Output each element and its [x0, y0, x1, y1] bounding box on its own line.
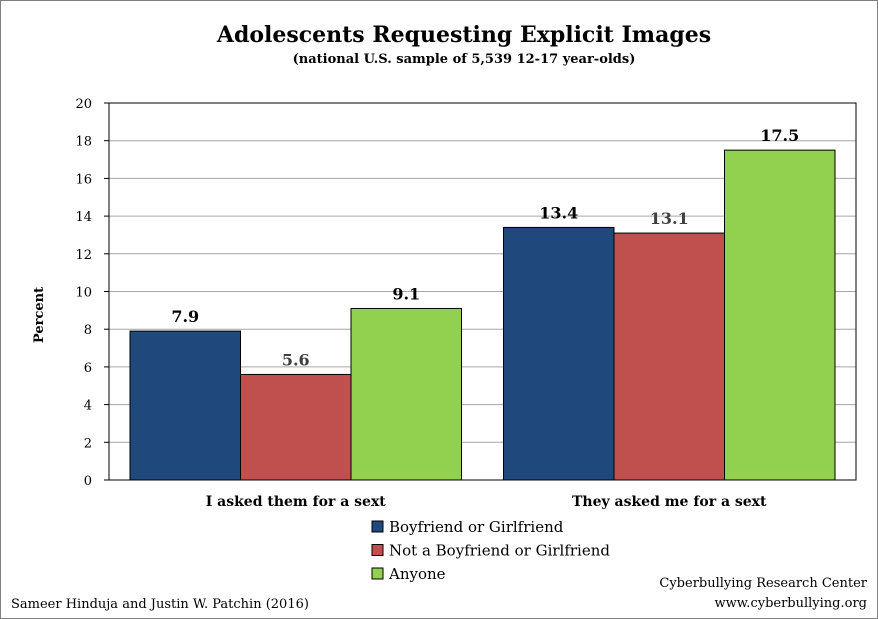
- y-tick-label: 12: [75, 248, 92, 263]
- y-tick-label: 8: [84, 323, 92, 338]
- bar: [240, 373, 352, 481]
- y-tick-label: 4: [84, 399, 92, 414]
- bar: [350, 307, 462, 481]
- chart-subtitle: (national U.S. sample of 5,539 12-17 yea…: [293, 52, 636, 67]
- category-labels: I asked them for a sext They asked me for…: [206, 494, 767, 510]
- y-tick-label: 0: [84, 474, 92, 489]
- y-tick-labels: 0 2 4 6 8 10 12 14 16 18 20: [75, 97, 92, 489]
- y-tick-label: 18: [75, 135, 92, 150]
- bar: [503, 226, 615, 481]
- footer-credit: Sameer Hinduja and Justin W. Patchin (20…: [11, 597, 309, 612]
- bar: [129, 330, 241, 481]
- y-axis-label: Percent: [32, 287, 47, 343]
- data-label: 13.1: [650, 209, 689, 228]
- data-label: 13.4: [539, 203, 578, 222]
- category-label: I asked them for a sext: [206, 494, 387, 510]
- bars: [129, 149, 836, 481]
- footer-org: Cyberbullying Research Center: [659, 576, 867, 591]
- y-tick-label: 6: [84, 361, 92, 376]
- data-label: 5.6: [282, 350, 310, 369]
- y-tick-label: 10: [75, 286, 92, 301]
- legend-swatch: [371, 544, 384, 556]
- legend-entry: Not a Boyfriend or Girlfriend: [389, 542, 610, 560]
- data-label: 9.1: [392, 284, 420, 303]
- y-tick-label: 20: [75, 97, 92, 112]
- plot-area-border: [108, 102, 857, 481]
- legend-swatch: [371, 567, 384, 580]
- chart-title: Adolescents Requesting Explicit Images: [216, 22, 711, 48]
- footer-url: www.cyberbullying.org: [714, 596, 867, 611]
- bar: [613, 232, 725, 481]
- y-tick-label: 14: [75, 210, 92, 225]
- bar: [724, 149, 836, 481]
- y-tick-label: 2: [84, 436, 92, 451]
- legend: Boyfriend or Girlfriend Not a Boyfriend o…: [371, 518, 610, 583]
- category-label: They asked me for a sext: [572, 494, 767, 510]
- legend-entry: Boyfriend or Girlfriend: [389, 518, 564, 536]
- data-label: 7.9: [171, 307, 199, 326]
- data-label: 17.5: [760, 126, 799, 145]
- legend-swatch: [371, 520, 384, 533]
- y-tick-label: 16: [75, 172, 92, 187]
- data-labels: 7.9 5.6 9.1 13.4 13.1 17.5: [171, 126, 799, 369]
- legend-entry: Anyone: [388, 565, 446, 583]
